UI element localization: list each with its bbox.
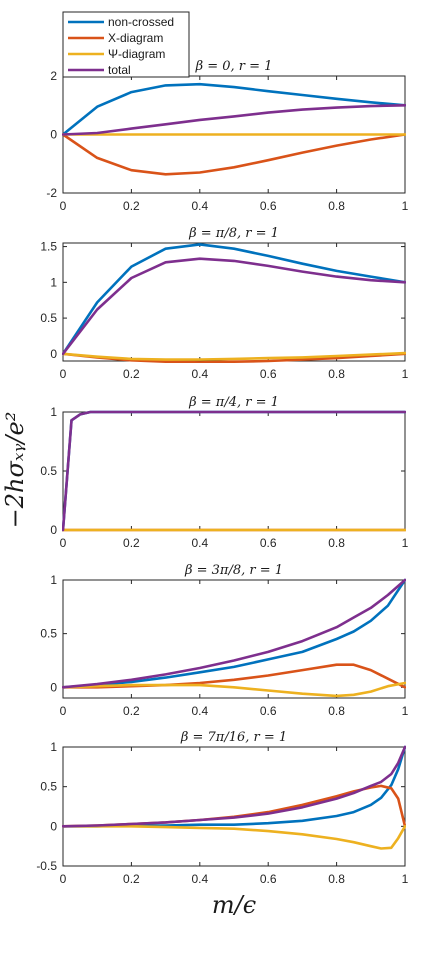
y-tick-label: 1 xyxy=(50,275,57,289)
y-tick-label: 1 xyxy=(50,573,57,587)
y-tick-label: 0 xyxy=(50,680,57,694)
legend: non-crossed X-diagram Ψ-diagram total xyxy=(62,11,190,78)
legend-entry-1: non-crossed xyxy=(108,15,174,29)
series-line-4 xyxy=(62,578,406,689)
x-tick-label: 1 xyxy=(402,199,409,213)
legend-entry-2: X-diagram xyxy=(108,31,163,45)
x-tick-label: 0 xyxy=(60,872,67,886)
series-line-3 xyxy=(62,681,406,698)
x-tick-label: 1 xyxy=(402,872,409,886)
legend-entry-4: total xyxy=(108,63,131,77)
legend-entry-3: Ψ-diagram xyxy=(108,47,165,61)
x-tick-label: 0.6 xyxy=(260,872,277,886)
y-tick-label: 0 xyxy=(50,523,57,537)
panel-2: 0 0.2 0.4 0.6 0.8 1 0 0.5 1 1.5 β = π/8, r = 1 xyxy=(40,226,408,381)
y-tick-label: 0.5 xyxy=(40,780,57,794)
series-line-4 xyxy=(62,104,406,136)
y-tick-label: 0.5 xyxy=(40,464,57,478)
series-group xyxy=(62,410,406,532)
y-tick-label: 0 xyxy=(50,819,57,833)
panel-title: β = 7π/16, r = 1 xyxy=(180,730,287,745)
x-tick-label: 0.8 xyxy=(328,704,345,718)
axes-box xyxy=(62,411,406,531)
x-tick-label: 0.8 xyxy=(328,872,345,886)
figure-xlabel: m/ϵ xyxy=(212,891,256,919)
series-line-1 xyxy=(62,243,406,356)
x-tick-label: 0.2 xyxy=(123,536,140,550)
x-tick-label: 1 xyxy=(402,536,409,550)
panel-3: 0 0.2 0.4 0.6 0.8 1 0 0.5 1 β = π/4, r = 1 xyxy=(40,395,408,550)
axes-box xyxy=(62,746,406,867)
x-tick-label: 0.4 xyxy=(191,199,208,213)
x-tick-label: 0.4 xyxy=(191,704,208,718)
figure-ylabel: −2hσₓᵧ/e² xyxy=(1,412,29,529)
panel-5: 0 0.2 0.4 0.6 0.8 1-0.500.51β = 7π/16, r = 1 xyxy=(36,730,408,886)
x-tick-label: 1 xyxy=(402,704,409,718)
x-tick-label: 0.4 xyxy=(191,872,208,886)
x-tick-label: 0.4 xyxy=(191,536,208,550)
series-group xyxy=(62,745,406,850)
y-tick-label: 2 xyxy=(50,69,57,83)
x-tick-label: 0.6 xyxy=(260,536,277,550)
x-tick-label: 0 xyxy=(60,704,67,718)
x-tick-label: 0.2 xyxy=(123,872,140,886)
y-tick-label: 0 xyxy=(50,128,57,142)
y-tick-label: 1.5 xyxy=(40,240,57,254)
series-group xyxy=(62,243,406,363)
x-tick-label: 0.8 xyxy=(328,367,345,381)
series-line-2 xyxy=(62,133,406,176)
y-tick-label: -0.5 xyxy=(36,859,57,873)
panel-title: β = π/8, r = 1 xyxy=(188,226,279,241)
series-line-4 xyxy=(62,410,406,532)
x-tick-label: 0 xyxy=(60,367,67,381)
panel-title: β = 3π/8, r = 1 xyxy=(184,563,283,578)
x-tick-label: 0.6 xyxy=(260,367,277,381)
y-tick-label: 0.5 xyxy=(40,627,57,641)
y-tick-label: 1 xyxy=(50,405,57,419)
x-tick-label: 0.8 xyxy=(328,199,345,213)
x-tick-label: 1 xyxy=(402,367,409,381)
x-tick-label: 0.6 xyxy=(260,704,277,718)
axes-box xyxy=(62,579,406,699)
series-line-4 xyxy=(62,257,406,356)
x-tick-label: 0 xyxy=(60,536,67,550)
x-tick-label: 0.6 xyxy=(260,199,277,213)
y-tick-label: -2 xyxy=(46,186,57,200)
y-tick-label: 0.5 xyxy=(40,311,57,325)
x-tick-label: 0.2 xyxy=(123,199,140,213)
panel-title: β = 0, r = 1 xyxy=(195,59,273,74)
x-tick-label: 0.2 xyxy=(123,704,140,718)
series-line-1 xyxy=(62,578,406,689)
series-line-4 xyxy=(62,745,406,828)
x-tick-label: 0.8 xyxy=(328,536,345,550)
y-tick-label: 0 xyxy=(50,347,57,361)
series-line-3 xyxy=(62,351,406,361)
series-group xyxy=(62,82,406,176)
y-tick-label: 1 xyxy=(50,740,57,754)
x-tick-label: 0.4 xyxy=(191,367,208,381)
x-tick-label: 0 xyxy=(60,199,67,213)
panel-4: 0 0.2 0.4 0.6 0.8 1 0 0.5 1 β = 3π/8, r = 1 xyxy=(40,563,408,718)
series-group xyxy=(62,578,406,698)
panel-title: β = π/4, r = 1 xyxy=(188,395,279,410)
series-line-1 xyxy=(62,82,406,136)
x-tick-label: 0.2 xyxy=(123,367,140,381)
series-line-3 xyxy=(62,824,406,850)
